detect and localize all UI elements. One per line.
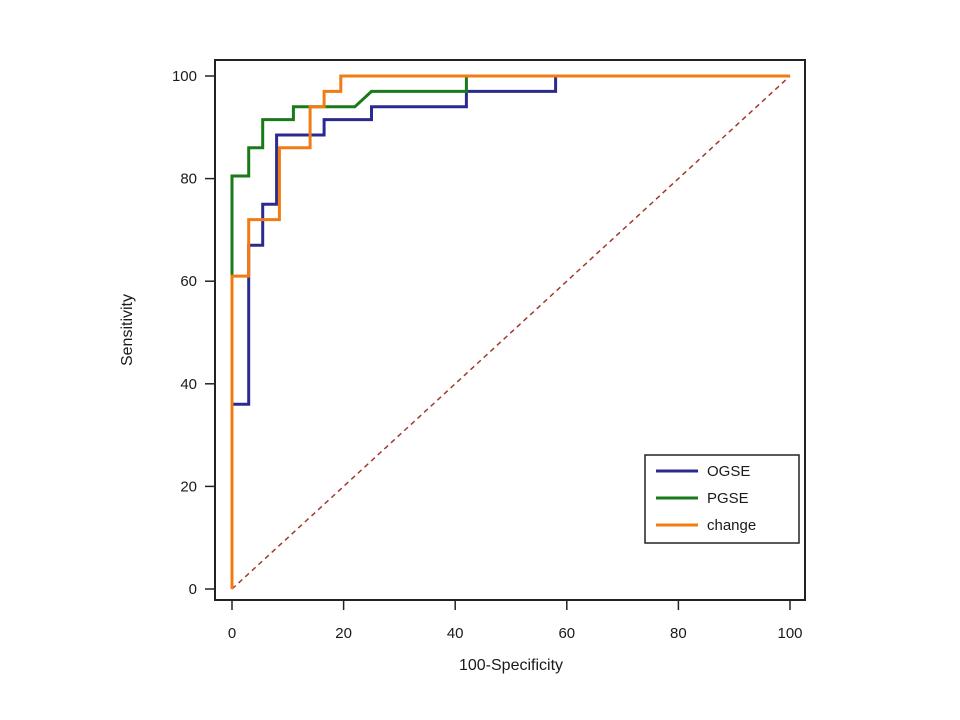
legend-label-change: change: [707, 517, 756, 534]
series-line-pgse: [230, 74, 790, 589]
x-tick-label: 40: [447, 625, 464, 642]
x-ticks: 0 20 40 60 80 100: [228, 600, 803, 642]
y-tick-label: 40: [180, 376, 197, 393]
y-tick-label: 20: [180, 478, 197, 495]
y-tick-label: 60: [180, 273, 197, 290]
x-tick-label: 0: [228, 625, 236, 642]
x-tick-label: 20: [335, 625, 352, 642]
legend-label-pgse: PGSE: [707, 490, 749, 507]
legend: OGSE PGSE change: [644, 454, 800, 544]
y-tick-label: 100: [172, 68, 197, 85]
x-tick-label: 80: [670, 625, 687, 642]
series-line-change: [230, 74, 790, 589]
series-layer: [230, 74, 790, 589]
reference-diagonal-line: [231, 75, 791, 590]
x-tick-label: 100: [777, 625, 802, 642]
x-axis-title: 100-Specificity: [459, 657, 563, 674]
legend-label-ogse: OGSE: [707, 463, 750, 480]
y-ticks: 0 20 40 60 80 100: [172, 68, 215, 598]
y-tick-label: 80: [180, 171, 197, 188]
y-axis-title: Sensitivity: [119, 294, 136, 366]
x-tick-label: 60: [558, 625, 575, 642]
y-tick-label: 0: [189, 581, 197, 598]
reference-layer: [231, 75, 791, 590]
